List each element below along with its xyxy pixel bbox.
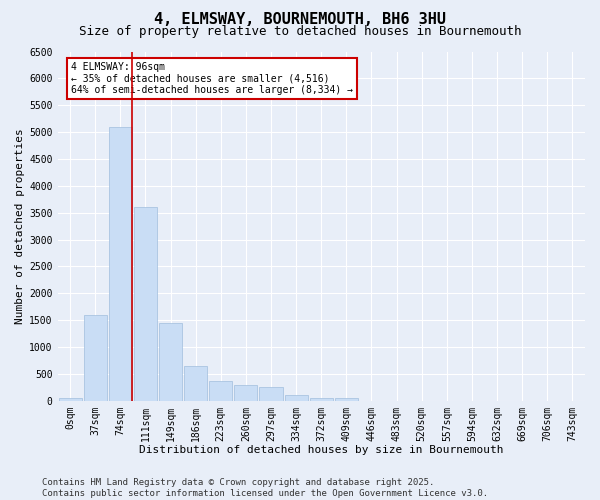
Bar (209, 381, 232, 400)
Bar (259, 388, 283, 400)
X-axis label: Distribution of detached houses by size in Bournemouth: Distribution of detached houses by size … (139, 445, 503, 455)
Text: Size of property relative to detached houses in Bournemouth: Size of property relative to detached ho… (79, 25, 521, 38)
Bar (310, 398, 333, 400)
Bar (184, 366, 207, 400)
Bar (109, 126, 132, 400)
Text: Contains HM Land Registry data © Crown copyright and database right 2025.
Contai: Contains HM Land Registry data © Crown c… (42, 478, 488, 498)
Text: 4 ELMSWAY: 96sqm
← 35% of detached houses are smaller (4,516)
64% of semi-detach: 4 ELMSWAY: 96sqm ← 35% of detached house… (71, 62, 353, 96)
Y-axis label: Number of detached properties: Number of detached properties (15, 128, 25, 324)
Bar (235, 384, 257, 400)
Bar (284, 396, 308, 400)
Bar (83, 315, 107, 400)
Text: 4, ELMSWAY, BOURNEMOUTH, BH6 3HU: 4, ELMSWAY, BOURNEMOUTH, BH6 3HU (154, 12, 446, 28)
Bar (335, 398, 358, 400)
Bar (159, 323, 182, 400)
Bar (134, 208, 157, 400)
Bar (59, 398, 82, 400)
